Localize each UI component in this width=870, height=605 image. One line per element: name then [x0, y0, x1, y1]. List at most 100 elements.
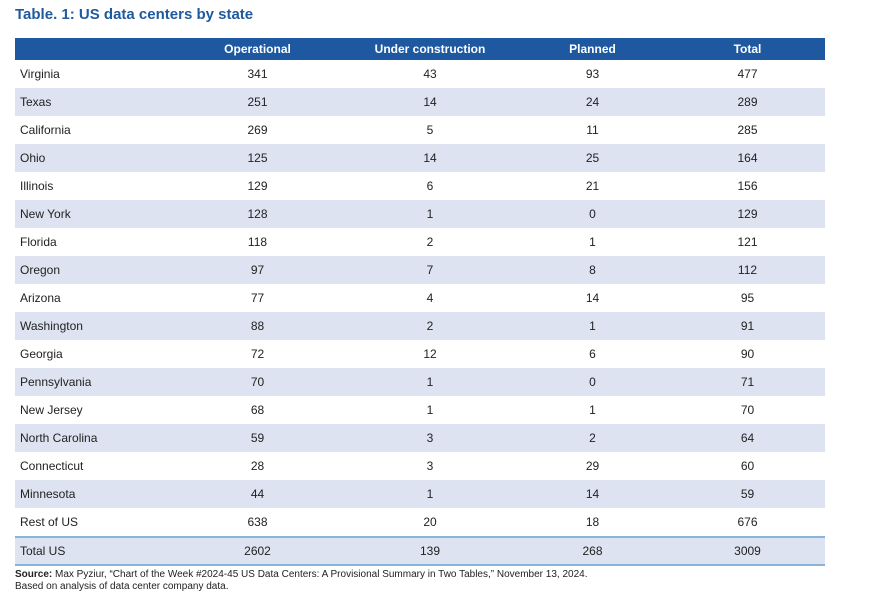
value-cell-under-construction: 14 [345, 88, 515, 116]
total-cell-total: 3009 [670, 536, 825, 566]
value-cell-planned: 93 [585, 67, 600, 81]
value-cell-planned: 1 [589, 403, 596, 417]
value-cell-total: 90 [740, 347, 755, 361]
table-row: New York 128 1 0 129 [15, 200, 825, 228]
value-cell-operational: 128 [170, 200, 345, 228]
value-cell-operational: 59 [170, 424, 345, 452]
value-cell-under-construction: 1 [345, 368, 515, 396]
table-row: California 269 5 11 285 [15, 116, 825, 144]
value-cell-planned: 6 [589, 347, 596, 361]
value-cell-planned: 0 [515, 368, 670, 396]
value-cell-total: 477 [737, 67, 758, 81]
value-cell-planned: 0 [515, 200, 670, 228]
value-cell-total: 156 [737, 179, 758, 193]
state-cell: Oregon [15, 256, 170, 284]
value-cell-operational: 70 [170, 368, 345, 396]
data-centers-table: Operational Under construction Planned Tota… [15, 38, 825, 566]
value-cell-operational: 77 [250, 291, 265, 305]
table-row: Virginia 341 43 93 477 [15, 60, 825, 88]
value-cell-total: 64 [670, 424, 825, 452]
table-row: Georgia 72 12 6 90 [15, 340, 825, 368]
value-cell-operational: 129 [247, 179, 268, 193]
value-cell-operational: 28 [250, 459, 265, 473]
state-cell: New York [15, 200, 170, 228]
total-cell-planned: 268 [515, 536, 670, 566]
table-row: North Carolina 59 3 2 64 [15, 424, 825, 452]
source-text: Max Pyziur, “Chart of the Week #2024-45 … [52, 569, 588, 580]
state-cell: North Carolina [15, 424, 170, 452]
state-cell: Texas [15, 88, 170, 116]
state-cell: California [20, 123, 71, 137]
value-cell-under-construction: 12 [423, 347, 437, 361]
total-cell-operational: 2602 [170, 536, 345, 566]
table-row: Connecticut 28 3 29 60 [15, 452, 825, 480]
state-cell: Florida [20, 235, 57, 249]
value-cell-operational: 638 [247, 515, 268, 529]
column-header-operational: Operational [170, 38, 345, 60]
value-cell-under-construction: 3 [345, 424, 515, 452]
table-row: New Jersey 68 1 1 70 [15, 396, 825, 424]
column-header-under-construction: Under construction [345, 38, 515, 60]
value-cell-under-construction: 2 [426, 235, 434, 249]
value-cell-planned: 29 [585, 459, 600, 473]
table-row: Oregon 97 7 8 112 [15, 256, 825, 284]
value-cell-planned: 24 [515, 88, 670, 116]
value-cell-total: 95 [740, 291, 755, 305]
footnote: Source: Max Pyziur, “Chart of the Week #… [15, 569, 588, 593]
state-cell: Ohio [15, 144, 170, 172]
state-cell: Connecticut [20, 459, 84, 473]
value-cell-total: 112 [670, 256, 825, 284]
value-cell-under-construction: 1 [345, 480, 515, 508]
value-cell-operational: 44 [170, 480, 345, 508]
header-row: Operational Under construction Planned Tota… [15, 38, 825, 60]
value-cell-planned: 14 [515, 480, 670, 508]
value-cell-total: 60 [740, 459, 755, 473]
column-header-planned: Planned [515, 38, 670, 60]
state-cell: Georgia [20, 347, 63, 361]
state-cell: Virginia [20, 67, 60, 81]
value-cell-total: 676 [737, 515, 758, 529]
state-cell: Rest of US [20, 515, 79, 529]
value-cell-operational: 72 [250, 347, 265, 361]
value-cell-under-construction: 2 [345, 312, 515, 340]
value-cell-total: 289 [670, 88, 825, 116]
table-body: Virginia 341 43 93 477 Texas 251 14 24 289 Califor… [15, 60, 825, 566]
value-cell-planned: 18 [585, 515, 600, 529]
value-cell-operational: 125 [170, 144, 345, 172]
value-cell-under-construction: 1 [345, 200, 515, 228]
value-cell-planned: 21 [585, 179, 600, 193]
value-cell-operational: 68 [250, 403, 265, 417]
table-row: Arizona 77 4 14 95 [15, 284, 825, 312]
total-cell-under-construction: 139 [345, 536, 515, 566]
value-cell-under-construction: 43 [423, 67, 437, 81]
value-cell-under-construction: 5 [426, 123, 434, 137]
value-cell-operational: 97 [170, 256, 345, 284]
value-cell-planned: 25 [515, 144, 670, 172]
state-cell: Arizona [20, 291, 61, 305]
value-cell-operational: 269 [247, 123, 268, 137]
table-row: Florida 118 2 1 121 [15, 228, 825, 256]
value-cell-under-construction: 6 [426, 179, 434, 193]
value-cell-total: 164 [670, 144, 825, 172]
value-cell-under-construction: 1 [426, 403, 434, 417]
table-row: Pennsylvania 70 1 0 71 [15, 368, 825, 396]
value-cell-operational: 341 [247, 67, 268, 81]
value-cell-planned: 2 [515, 424, 670, 452]
state-cell: Pennsylvania [15, 368, 170, 396]
value-cell-total: 121 [737, 235, 758, 249]
value-cell-operational: 251 [170, 88, 345, 116]
value-cell-operational: 88 [170, 312, 345, 340]
value-cell-planned: 1 [515, 312, 670, 340]
table-header: Operational Under construction Planned Tota… [15, 38, 825, 60]
state-cell: Washington [15, 312, 170, 340]
source-label: Source: [15, 569, 53, 580]
table-row: Minnesota 44 1 14 59 [15, 480, 825, 508]
value-cell-total: 129 [670, 200, 825, 228]
table-row: Illinois 129 6 21 156 [15, 172, 825, 200]
table-row: Texas 251 14 24 289 [15, 88, 825, 116]
state-cell: Illinois [20, 179, 54, 193]
table-row: Washington 88 2 1 91 [15, 312, 825, 340]
footnote-note: Based on analysis of data center company… [15, 581, 229, 592]
total-label-cell: Total US [15, 536, 170, 566]
value-cell-under-construction: 20 [423, 515, 437, 529]
